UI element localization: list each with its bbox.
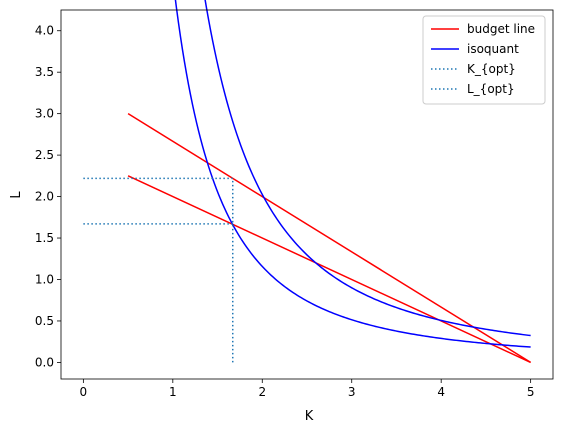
budget-line-2 (127, 175, 531, 364)
plot-area (83, 0, 532, 364)
y-tick-label: 3.5 (35, 65, 54, 79)
y-tick-label: 1.5 (35, 231, 54, 245)
legend: budget line isoquant K_{opt} L_{opt} (422, 15, 546, 105)
x-tick-label: 0 (80, 385, 88, 399)
axes-frame (60, 9, 554, 380)
y-tick-label: 2.0 (35, 190, 54, 204)
x-axis-label: K (305, 409, 314, 424)
legend-label: budget line (467, 22, 535, 36)
isoquant-line-3 (204, 0, 531, 337)
legend-box (422, 15, 546, 105)
y-axis-label: L (9, 191, 24, 199)
axes: 0 1 2 3 4 5 0.0 0.5 1.0 1.5 2.0 2.5 3.0 3.5 4.0 (35, 9, 554, 399)
x-tick-label: 1 (169, 385, 177, 399)
x-tick-label: 2 (258, 385, 266, 399)
y-tick-label: 0.0 (35, 355, 54, 369)
legend-label: L_{opt} (467, 82, 515, 96)
isoquant-line-4 (174, 0, 531, 348)
x-tick-label: 3 (348, 385, 356, 399)
y-tick-label: 1.0 (35, 272, 54, 286)
x-tick-label: 4 (437, 385, 445, 399)
budget-line-1 (127, 113, 532, 364)
y-tick-label: 0.5 (35, 314, 54, 328)
y-tick-label: 3.0 (35, 107, 54, 121)
y-tick-label: 4.0 (35, 24, 54, 38)
x-tick-label: 5 (527, 385, 535, 399)
legend-label: isoquant (467, 42, 519, 56)
y-tick-label: 2.5 (35, 148, 54, 162)
legend-label: K_{opt} (467, 62, 516, 76)
